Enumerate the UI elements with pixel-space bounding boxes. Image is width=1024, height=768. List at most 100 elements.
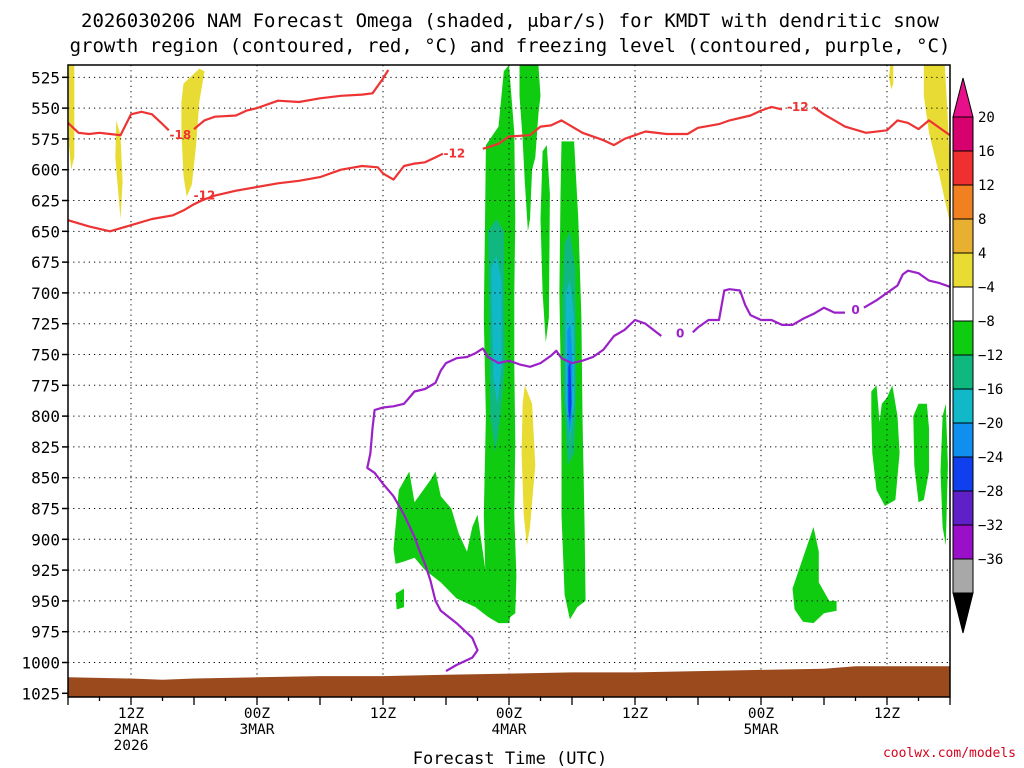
x-tick-label-30-1: 12Z <box>370 706 396 722</box>
chart-title-line-2: growth region (contoured, red, °C) and f… <box>70 35 951 57</box>
colorbar-label-12: −28 <box>978 484 1003 500</box>
colorbar-band-13 <box>952 524 974 560</box>
contour-label-dgz-upper--18-label: -18 <box>170 128 192 142</box>
y-tick-label-750: 750 <box>31 346 60 365</box>
omega-region-16 <box>913 403 929 503</box>
omega-region-14 <box>792 527 837 624</box>
y-tick-label-775: 775 <box>31 376 60 395</box>
colorbar-label-3: 12 <box>978 178 995 194</box>
x-tick-label-78-1: 12Z <box>874 706 900 722</box>
colorbar-label-11: −24 <box>978 450 1003 466</box>
colorbar-bottom-triangle <box>952 592 974 634</box>
x-tick-label-6-3: 2026 <box>114 738 149 754</box>
y-tick-label-950: 950 <box>31 592 60 611</box>
x-axis-label: Forecast Time (UTC) <box>413 749 607 768</box>
omega-region-13 <box>395 588 404 610</box>
x-tick-label-6-2: 2MAR <box>114 722 149 738</box>
colorbar-band-11 <box>952 456 974 492</box>
colorbar-label-9: −16 <box>978 382 1003 398</box>
x-tick-label-18-2: 3MAR <box>240 722 275 738</box>
omega-shading <box>69 65 950 624</box>
source-credit: coolwx.com/models <box>883 746 1016 761</box>
colorbar-band-5 <box>952 252 974 288</box>
y-tick-label-650: 650 <box>31 222 60 241</box>
x-tick-label-6-1: 12Z <box>118 706 144 722</box>
y-tick-label-925: 925 <box>31 561 60 580</box>
x-tick-label-54-1: 12Z <box>622 706 648 722</box>
ground-area <box>68 666 950 697</box>
colorbar-label-7: −8 <box>978 314 995 330</box>
colorbar-label-10: −20 <box>978 416 1003 432</box>
contour-label-freeze-0-label-1: 0 <box>676 327 684 341</box>
colorbar-label-2: 16 <box>978 144 995 160</box>
colorbar-label-1: 20 <box>978 110 995 126</box>
colorbar-band-10 <box>952 422 974 458</box>
dgz-contour-dgz-upper--12-b <box>482 105 783 150</box>
omega-region-2 <box>115 120 123 219</box>
freezing-contour-freeze-0-b <box>692 288 845 334</box>
colorbar-band-8 <box>952 354 974 390</box>
x-tick-label-66-1: 00Z <box>748 706 774 722</box>
colorbar-band-3 <box>952 184 974 220</box>
y-tick-label-850: 850 <box>31 469 60 488</box>
y-axis: 525 550 575 600 625 650 675 700 725 750 775 800 825 8… <box>21 68 68 703</box>
omega-region-10 <box>540 145 550 343</box>
contour-lines: -18 -12 -12 -12 0 0 <box>68 69 950 673</box>
contour-label-freeze-0-label-2: 0 <box>851 303 859 317</box>
dgz-contour-dgz-lower--12 <box>68 152 444 233</box>
y-tick-label-675: 675 <box>31 253 60 272</box>
colorbar-band-9 <box>952 388 974 424</box>
dgz-contour-dgz-upper--18 <box>68 110 170 137</box>
colorbar-band-2 <box>952 150 974 186</box>
colorbar-label-13: −32 <box>978 518 1003 534</box>
y-tick-label-625: 625 <box>31 192 60 211</box>
ground-terrain <box>68 666 950 697</box>
x-tick-label-66-2: 5MAR <box>744 722 779 738</box>
omega-region-6 <box>923 65 950 223</box>
y-tick-label-575: 575 <box>31 130 60 149</box>
colorbar-label-5: 4 <box>978 246 986 262</box>
x-tick-label-42-1: 00Z <box>496 706 522 722</box>
y-tick-label-600: 600 <box>31 161 60 180</box>
omega-region-3 <box>181 68 205 197</box>
omega-region-4 <box>521 385 536 546</box>
omega-region-20 <box>491 256 502 404</box>
omega-region-17 <box>940 403 948 546</box>
colorbar: 20 16 12 8 4 −4 −8 −12 −16 −20 −24 −28 −32 −36 <box>952 77 1003 634</box>
chart-title-line-1: 2026030206 NAM Forecast Omega (shaded, μ… <box>81 10 939 32</box>
y-tick-label-550: 550 <box>31 99 60 118</box>
colorbar-label-14: −36 <box>978 552 1003 568</box>
y-tick-label-975: 975 <box>31 623 60 642</box>
y-tick-label-875: 875 <box>31 500 60 519</box>
y-tick-label-1025: 1025 <box>21 684 60 703</box>
colorbar-band-12 <box>952 490 974 526</box>
omega-region-5 <box>889 65 894 90</box>
freezing-contour-freeze-0-c <box>863 269 950 309</box>
colorbar-band-4 <box>952 218 974 254</box>
y-tick-label-800: 800 <box>31 407 60 426</box>
x-tick-label-18-1: 00Z <box>244 706 270 722</box>
omega-region-23 <box>568 360 572 423</box>
colorbar-top-triangle <box>952 77 974 118</box>
y-tick-label-900: 900 <box>31 530 60 549</box>
dgz-contour-dgz-upper--12-b2 <box>812 106 950 137</box>
y-tick-label-525: 525 <box>31 68 60 87</box>
contour-label-dgz-lower--12-label-1: -12 <box>194 189 216 203</box>
dgz-contour-dgz-upper--12-a <box>193 69 390 130</box>
y-tick-label-725: 725 <box>31 315 60 334</box>
colorbar-label-4: 8 <box>978 212 986 228</box>
freezing-contour-freeze-0 <box>366 318 662 673</box>
omega-region-12 <box>393 471 514 624</box>
colorbar-band-1 <box>952 116 974 152</box>
omega-region-15 <box>871 385 900 506</box>
plot-area: -18 -12 -12 -12 0 0 <box>68 65 950 697</box>
colorbar-band-14 <box>952 558 974 594</box>
y-tick-label-700: 700 <box>31 284 60 303</box>
colorbar-label-8: −12 <box>978 348 1003 364</box>
contour-label-dgz-upper--12-label: -12 <box>787 100 809 114</box>
omega-region-1 <box>69 65 75 170</box>
omega-region-9 <box>519 65 541 232</box>
x-tick-label-42-2: 4MAR <box>492 722 527 738</box>
